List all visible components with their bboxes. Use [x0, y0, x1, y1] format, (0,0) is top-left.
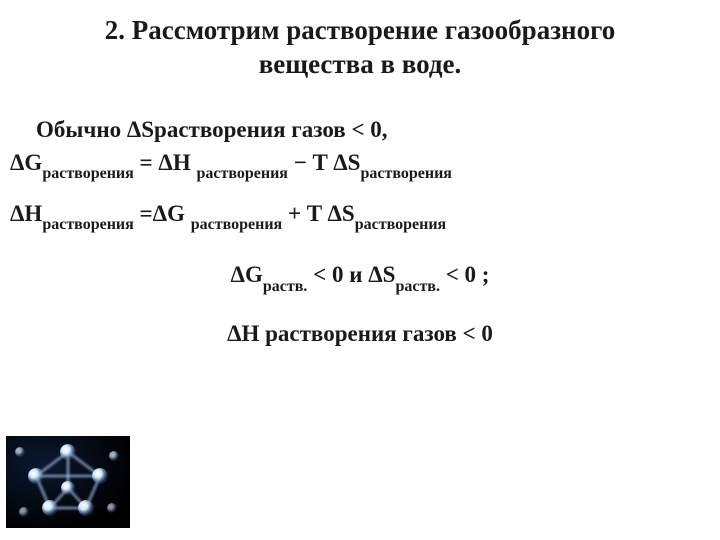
- statement-1: Обычно ΔSрастворения газов < 0,: [0, 114, 720, 145]
- molecule-image: [6, 436, 130, 528]
- equation-enthalpy: ΔHрастворения =ΔG растворения + T ΔSраст…: [0, 198, 720, 233]
- conclusion: ΔH растворения газов < 0: [0, 318, 720, 349]
- inequalities: ΔGраств. < 0 и ΔSраств. < 0 ;: [0, 259, 720, 294]
- equation-gibbs: ΔGрастворения = ΔH растворения − T ΔSрас…: [0, 147, 720, 182]
- section-heading: 2. Рассмотрим растворение газообразного …: [0, 0, 720, 88]
